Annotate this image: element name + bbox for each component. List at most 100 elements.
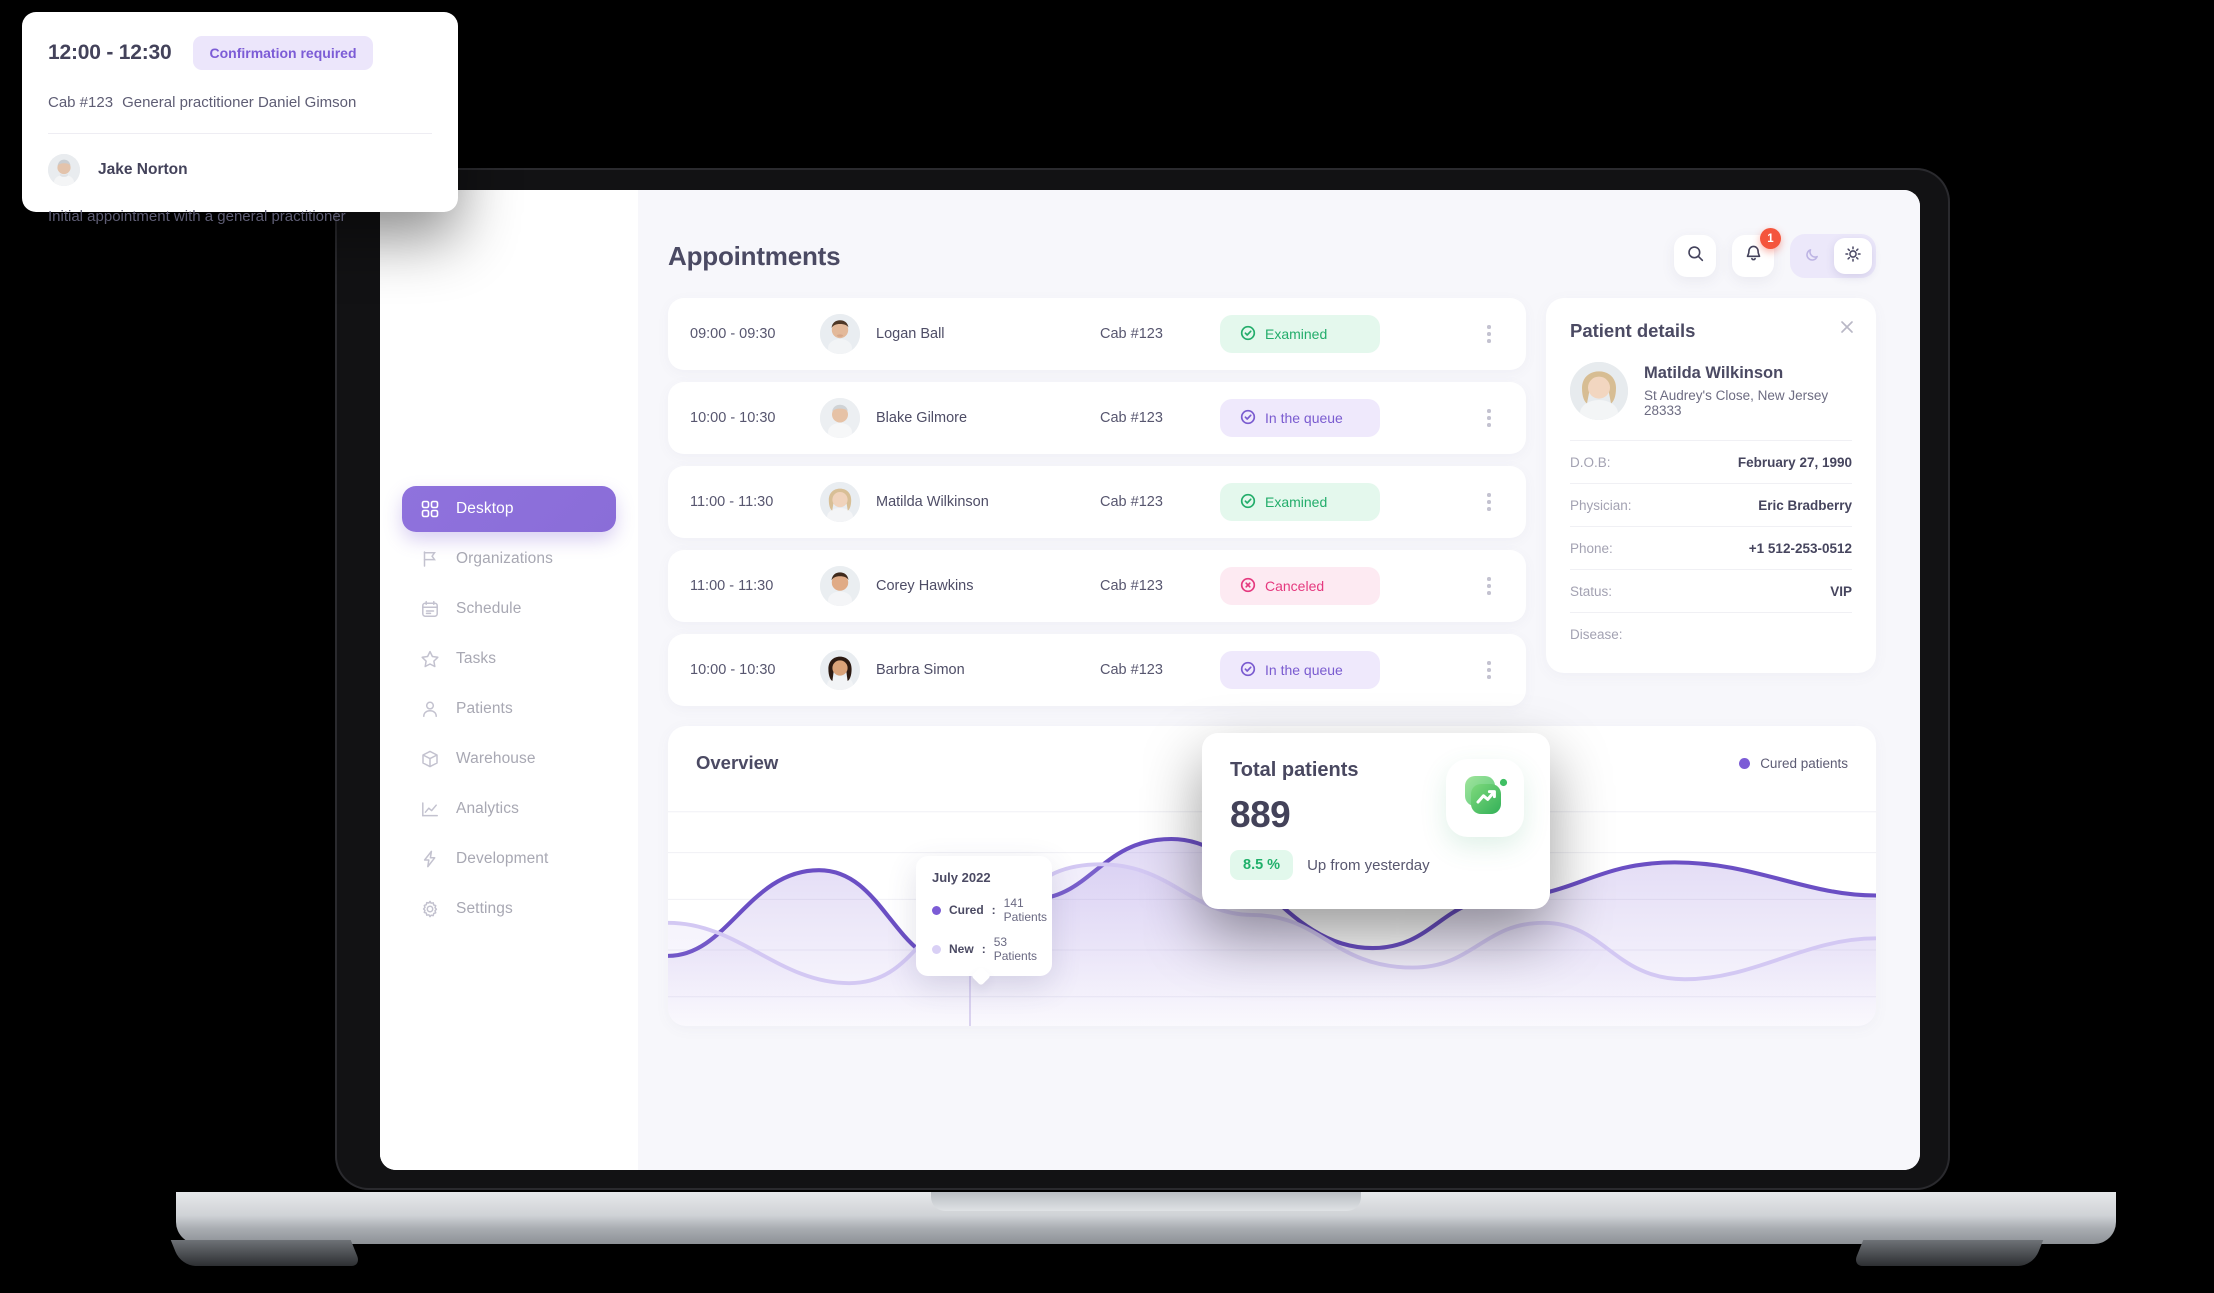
appointment-status: Examined [1220,315,1474,353]
patient-details-panel: Patient details Matilda Wilkinson St Aud… [1546,298,1876,673]
theme-dark-button[interactable] [1794,238,1832,274]
appointment-cab: Cab #123 [48,94,114,111]
total-patients-value: 889 [1230,794,1291,835]
moon-icon [1804,245,1822,268]
appointment-card-header: 12:00 - 12:30 Confirmation required [48,36,432,70]
appointment-status: In the queue [1220,399,1474,437]
detail-key: Status: [1570,583,1613,599]
main-row: 09:00 - 09:30 Logan Ball Cab #123 [668,298,1876,706]
chart-legend: Cured patients [1739,756,1848,771]
sidebar-item-label: Development [456,850,549,867]
appointment-time: 10:00 - 10:30 [690,662,776,678]
sidebar-item-settings[interactable]: Settings [402,886,616,932]
sidebar-item-development[interactable]: Development [402,836,616,882]
sidebar-item-organizations[interactable]: Organizations [402,536,616,582]
sidebar-item-label: Warehouse [456,750,536,767]
patient-address: St Audrey's Close, New Jersey 28333 [1644,388,1829,418]
detail-key: D.O.B: [1570,454,1611,470]
legend-dot-cured [932,905,941,915]
status-badge: Canceled [1220,567,1380,605]
status-badge: In the queue [1220,399,1380,437]
appointment-patient: Blake Gilmore [820,398,1100,438]
sidebar-item-tasks[interactable]: Tasks [402,636,616,682]
trend-up-icon [1446,759,1524,837]
avatar [820,482,860,522]
chart-line-icon [420,799,440,819]
tooltip-series-value: 141 Patients [1003,896,1048,924]
sidebar-nav: Desktop Organizations Schedule [380,486,638,932]
gear-icon [420,899,440,919]
detail-row-dob: D.O.B: February 27, 1990 [1570,440,1852,483]
laptop-foot-right [1852,1240,2044,1266]
user-icon [420,699,440,719]
kebab-menu-icon[interactable] [1474,493,1504,511]
check-circle-icon [1240,409,1256,428]
flag-icon [420,549,440,569]
appointment-cab: Cab #123 [1100,326,1163,342]
sidebar-item-schedule[interactable]: Schedule [402,586,616,632]
appointment-status: Canceled [1220,567,1474,605]
detail-key: Disease: [1570,626,1623,642]
detail-row-status: Status: VIP [1570,569,1852,612]
avatar [820,314,860,354]
tooltip-date: July 2022 [932,870,991,885]
close-icon[interactable] [1838,318,1856,336]
table-row[interactable]: 11:00 - 11:30 Corey Hawkins Cab #123 [668,550,1526,622]
card-title: Total patients [1230,759,1359,781]
box-icon [420,749,440,769]
laptop-base [176,1192,2116,1244]
tooltip-line-new: New: 53 Patients [932,935,1037,963]
notifications-button[interactable]: 1 [1732,228,1781,277]
sidebar-item-desktop[interactable]: Desktop [402,486,616,532]
sidebar-item-label: Tasks [456,650,497,667]
patient-name: Matilda Wilkinson [1644,364,1784,382]
star-icon [420,649,440,669]
kebab-menu-icon[interactable] [1474,325,1504,343]
status-label: In the queue [1265,662,1343,678]
appointments-list: 09:00 - 09:30 Logan Ball Cab #123 [668,298,1526,706]
sidebar-item-label: Desktop [456,500,514,517]
theme-light-button[interactable] [1834,238,1872,274]
app-window: Desktop Organizations Schedule [380,190,1920,1170]
bell-icon [1744,244,1763,268]
kebab-menu-icon[interactable] [1474,577,1504,595]
sidebar-item-analytics[interactable]: Analytics [402,786,616,832]
floating-appointment-card: 12:00 - 12:30 Confirmation required Cab … [22,12,458,225]
appointment-status: In the queue [1220,651,1474,689]
table-row[interactable]: 10:00 - 10:30 Blake Gilmore Cab #123 [668,382,1526,454]
panel-title: Patient details [1570,320,1696,341]
table-row[interactable]: 11:00 - 11:30 Matilda Wilkinson Cab #123 [668,466,1526,538]
doctor-name: Jake Norton [98,161,188,178]
legend-dot [1739,757,1751,769]
table-row[interactable]: 09:00 - 09:30 Logan Ball Cab #123 [668,298,1526,370]
appointment-meta: Cab #123 General practitioner Daniel Gim… [48,94,432,111]
appointment-patient: Matilda Wilkinson [820,482,1100,522]
sidebar-item-patients[interactable]: Patients [402,686,616,732]
kebab-menu-icon[interactable] [1474,661,1504,679]
status-label: Canceled [1265,578,1325,594]
chart-canvas[interactable]: July 2022 Cured: 141 Patients New: 53 Pa… [668,802,1876,1026]
sidebar-item-warehouse[interactable]: Warehouse [402,736,616,782]
appointment-time: 11:00 - 11:30 [690,494,774,510]
appointment-cab: Cab #123 [1100,662,1163,678]
search-button[interactable] [1674,235,1716,277]
avatar [820,650,860,690]
patient-name: Matilda Wilkinson [876,494,989,510]
delta-note: Up from yesterday [1307,856,1430,874]
patient-name: Barbra Simon [876,662,965,678]
card-footer: 8.5 % Up from yesterday [1230,850,1522,880]
patient-name: Blake Gilmore [876,410,968,426]
legend-label: Cured patients [1760,755,1848,771]
detail-value: VIP [1830,583,1852,599]
detail-value: +1 512-253-0512 [1748,540,1852,556]
appointment-cab: Cab #123 [1100,578,1163,594]
kebab-menu-icon[interactable] [1474,409,1504,427]
main-content: Appointments 1 [638,190,1920,1170]
theme-toggle[interactable] [1790,234,1876,278]
tooltip-series-label: New [949,942,974,956]
avatar [48,154,80,186]
table-row[interactable]: 10:00 - 10:30 Barbra Simon Cab #123 [668,634,1526,706]
detail-row-phone: Phone: +1 512-253-0512 [1570,526,1852,569]
tooltip-line-cured: Cured: 141 Patients [932,896,1047,924]
